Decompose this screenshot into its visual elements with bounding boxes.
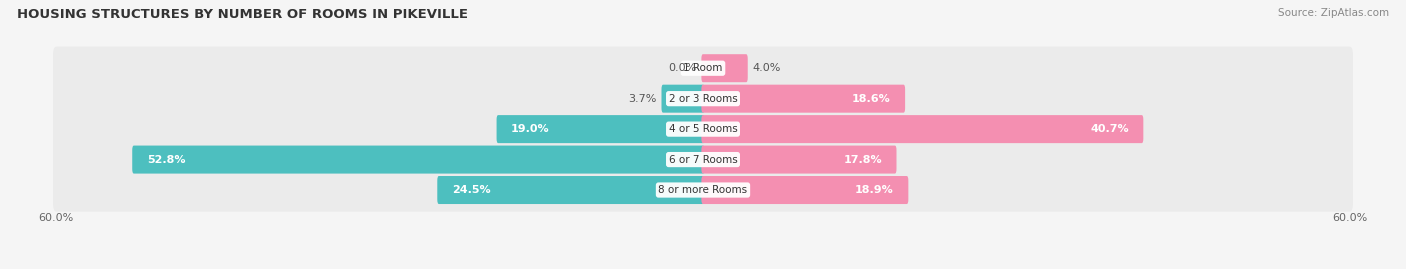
FancyBboxPatch shape bbox=[53, 138, 1353, 181]
Text: 0.0%: 0.0% bbox=[668, 63, 696, 73]
Text: 6 or 7 Rooms: 6 or 7 Rooms bbox=[669, 155, 737, 165]
Text: HOUSING STRUCTURES BY NUMBER OF ROOMS IN PIKEVILLE: HOUSING STRUCTURES BY NUMBER OF ROOMS IN… bbox=[17, 8, 468, 21]
FancyBboxPatch shape bbox=[702, 176, 908, 204]
Text: 18.6%: 18.6% bbox=[852, 94, 890, 104]
Text: Source: ZipAtlas.com: Source: ZipAtlas.com bbox=[1278, 8, 1389, 18]
Text: 52.8%: 52.8% bbox=[146, 155, 186, 165]
Text: 19.0%: 19.0% bbox=[512, 124, 550, 134]
Text: 18.9%: 18.9% bbox=[855, 185, 894, 195]
FancyBboxPatch shape bbox=[702, 54, 748, 82]
Text: 17.8%: 17.8% bbox=[844, 155, 882, 165]
Text: 4.0%: 4.0% bbox=[752, 63, 780, 73]
FancyBboxPatch shape bbox=[496, 115, 704, 143]
FancyBboxPatch shape bbox=[53, 77, 1353, 120]
FancyBboxPatch shape bbox=[702, 115, 1143, 143]
FancyBboxPatch shape bbox=[132, 146, 704, 174]
FancyBboxPatch shape bbox=[53, 108, 1353, 151]
FancyBboxPatch shape bbox=[702, 146, 897, 174]
FancyBboxPatch shape bbox=[661, 85, 704, 113]
FancyBboxPatch shape bbox=[437, 176, 704, 204]
FancyBboxPatch shape bbox=[702, 85, 905, 113]
Text: 3.7%: 3.7% bbox=[628, 94, 657, 104]
Text: 24.5%: 24.5% bbox=[451, 185, 491, 195]
Text: 40.7%: 40.7% bbox=[1090, 124, 1129, 134]
Text: 2 or 3 Rooms: 2 or 3 Rooms bbox=[669, 94, 737, 104]
Text: 8 or more Rooms: 8 or more Rooms bbox=[658, 185, 748, 195]
Text: 4 or 5 Rooms: 4 or 5 Rooms bbox=[669, 124, 737, 134]
Text: 1 Room: 1 Room bbox=[683, 63, 723, 73]
FancyBboxPatch shape bbox=[53, 47, 1353, 90]
FancyBboxPatch shape bbox=[53, 168, 1353, 212]
